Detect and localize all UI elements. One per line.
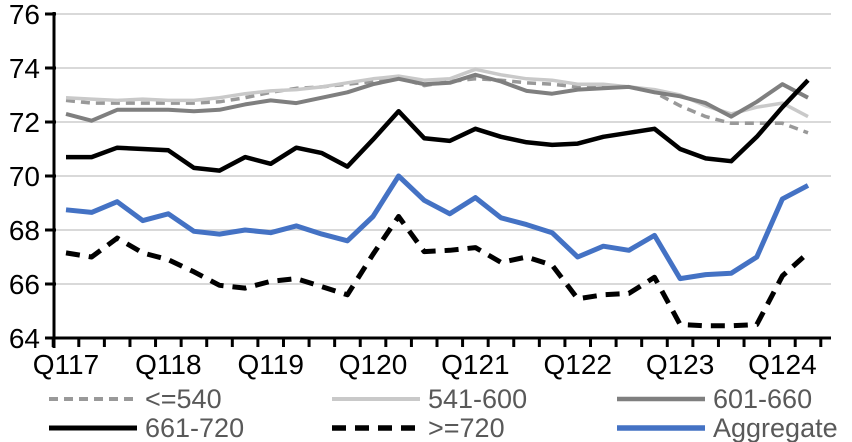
y-axis-tick-label: 76 (9, 0, 40, 30)
legend-line-sample-541-600 (332, 393, 420, 405)
y-axis-tick-label: 68 (9, 215, 40, 246)
legend-item-ge720: >=720 (332, 413, 505, 442)
legend-item-541-600: 541-600 (332, 384, 527, 414)
legend-item-601-660: 601-660 (617, 384, 812, 414)
legend-label: >=720 (428, 413, 505, 442)
legend-item-le540: <=540 (49, 384, 222, 414)
x-axis-tick-label: Q117 (33, 349, 99, 380)
series-line--540 (65, 75, 809, 135)
series-line-aggregate (65, 173, 810, 282)
y-axis-tick-label: 74 (9, 53, 40, 84)
legend-line-sample-601-660 (617, 393, 705, 405)
x-axis-tick-label: Q120 (339, 349, 408, 380)
x-axis-tick-label: Q119 (237, 349, 303, 380)
legend-line-sample-661-720 (49, 422, 137, 434)
legend-label: 541-600 (428, 384, 528, 414)
x-axis-tick-label: Q123 (646, 349, 715, 380)
x-axis-tick-label: Q118 (135, 349, 201, 380)
y-axis-tick-label: 72 (9, 107, 40, 138)
legend-label: 661-720 (145, 413, 245, 442)
series-line-661-720 (66, 78, 810, 173)
legend-label: Aggregate (713, 413, 838, 442)
legend-item-aggregate: Aggregate (617, 413, 838, 442)
series-line-601-660 (65, 72, 809, 123)
legend-item-661-720: 661-720 (49, 413, 244, 442)
legend-line-sample-ge720 (332, 422, 420, 434)
legend-line-sample-aggregate (617, 422, 705, 434)
legend-label: <=540 (145, 384, 222, 414)
legend-label: 601-660 (713, 384, 813, 414)
x-axis-tick-label: Q124 (748, 349, 817, 380)
y-axis-tick-label: 64 (9, 323, 40, 354)
y-axis-tick-label: 70 (9, 161, 40, 192)
legend-line-sample-le540 (49, 393, 137, 405)
y-axis-tick-label: 66 (9, 269, 40, 300)
x-axis-tick-label: Q122 (543, 349, 612, 380)
x-axis-tick-label: Q121 (441, 349, 510, 380)
series-line--720 (65, 214, 810, 329)
